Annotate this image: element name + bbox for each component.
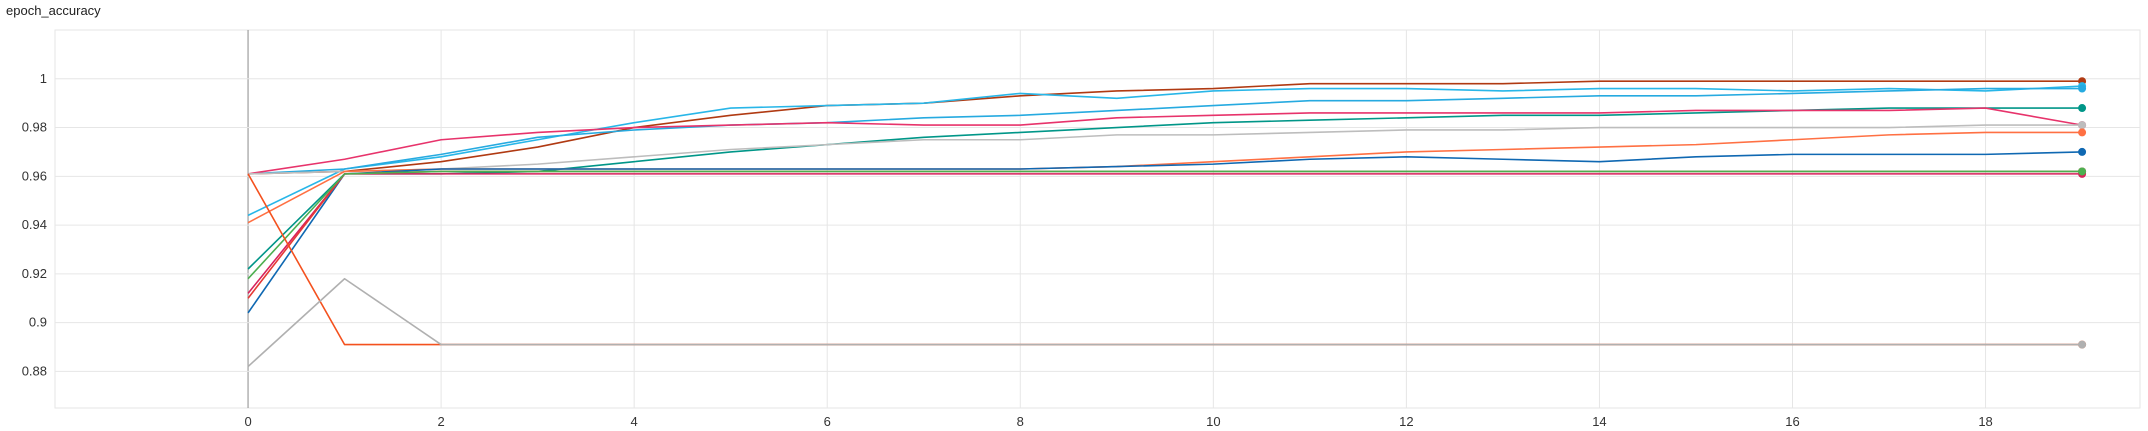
series-end-point-13 xyxy=(2078,340,2087,349)
y-tick-label: 0.9 xyxy=(29,315,47,330)
series-line-9 xyxy=(247,173,2083,294)
chart-title: epoch_accuracy xyxy=(6,3,101,18)
series-line-4 xyxy=(247,107,2083,270)
x-tick-label: 0 xyxy=(244,414,251,429)
plot-frame xyxy=(54,29,2141,409)
y-tick-label: 1 xyxy=(40,71,47,86)
x-tick-label: 10 xyxy=(1206,414,1220,429)
x-tick-label: 2 xyxy=(437,414,444,429)
series-end-point-7 xyxy=(2078,128,2087,137)
x-tick-label: 12 xyxy=(1399,414,1413,429)
series-line-12 xyxy=(247,173,2083,346)
series-line-11 xyxy=(247,170,2083,280)
series-end-point-8 xyxy=(2078,147,2087,156)
series-line-6 xyxy=(248,124,2083,175)
series-line-5 xyxy=(247,107,2083,175)
y-tick-label: 0.96 xyxy=(22,168,47,183)
series-line-8 xyxy=(247,151,2083,314)
series-line-10 xyxy=(247,170,2083,299)
x-tick-label: 18 xyxy=(1978,414,1992,429)
x-tick-label: 14 xyxy=(1592,414,1606,429)
y-tick-label: 0.94 xyxy=(22,217,47,232)
series-line-13 xyxy=(247,277,2083,368)
series-end-point-4 xyxy=(2078,104,2087,113)
series-end-point-3 xyxy=(2078,84,2087,93)
series-line-3 xyxy=(248,87,2083,175)
x-tick-label: 6 xyxy=(824,414,831,429)
y-tick-label: 0.88 xyxy=(22,363,47,378)
y-tick-label: 0.92 xyxy=(22,266,47,281)
y-tick-label: 0.98 xyxy=(22,120,47,135)
series-end-point-6 xyxy=(2078,121,2087,130)
series-line-7 xyxy=(247,131,2083,224)
series-end-point-11 xyxy=(2078,167,2087,176)
series-line-1 xyxy=(248,80,2083,175)
x-tick-label: 8 xyxy=(1017,414,1024,429)
series-line-2 xyxy=(247,85,2083,217)
x-tick-label: 4 xyxy=(631,414,638,429)
x-tick-label: 16 xyxy=(1785,414,1799,429)
